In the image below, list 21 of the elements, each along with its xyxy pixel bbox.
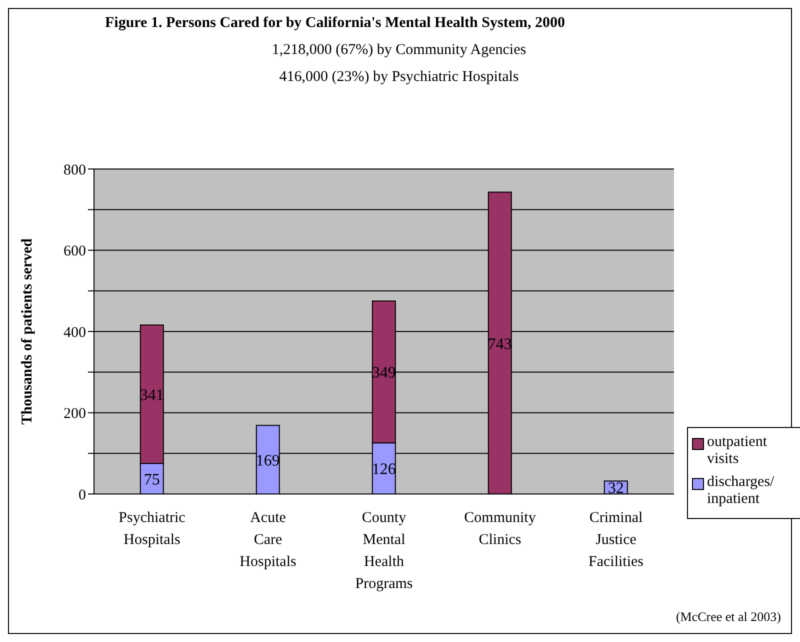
- y-tick-label: 200: [64, 406, 86, 422]
- data-label: 743: [488, 336, 512, 353]
- chart-title: Figure 1. Persons Cared for by California's Mental Health System, 2000: [105, 15, 565, 32]
- data-label: 169: [256, 452, 280, 470]
- legend-label: outpatient visits: [707, 434, 768, 468]
- x-tick-label: Community Clinics: [464, 510, 536, 548]
- text: (McCree et al 2003): [676, 609, 781, 625]
- x-tick-label: County Mental Health Programs: [355, 510, 413, 592]
- y-tick-label: 800: [64, 162, 86, 178]
- data-label: 32: [608, 480, 624, 498]
- x-tick-label: Acute Care Hospitals: [240, 510, 296, 570]
- y-axis-title: Thousands of patients served: [19, 238, 36, 425]
- chart-subtitle: 1,218,000 (67%) by Community Agencies 416,000 (23%) by Psychiatric Hospitals: [270, 41, 528, 87]
- y-tick-label: 400: [64, 324, 86, 341]
- x-tick-label: Psychiatric Hospitals: [118, 510, 186, 548]
- legend-label: discharges/ inpatient: [707, 474, 776, 508]
- data-label: 75: [144, 471, 160, 488]
- y-tick-label: 0: [78, 487, 86, 504]
- x-tick-label: Criminal Justice Facilities: [588, 510, 644, 570]
- y-tick-label: 600: [64, 244, 86, 260]
- data-label: 126: [372, 461, 396, 478]
